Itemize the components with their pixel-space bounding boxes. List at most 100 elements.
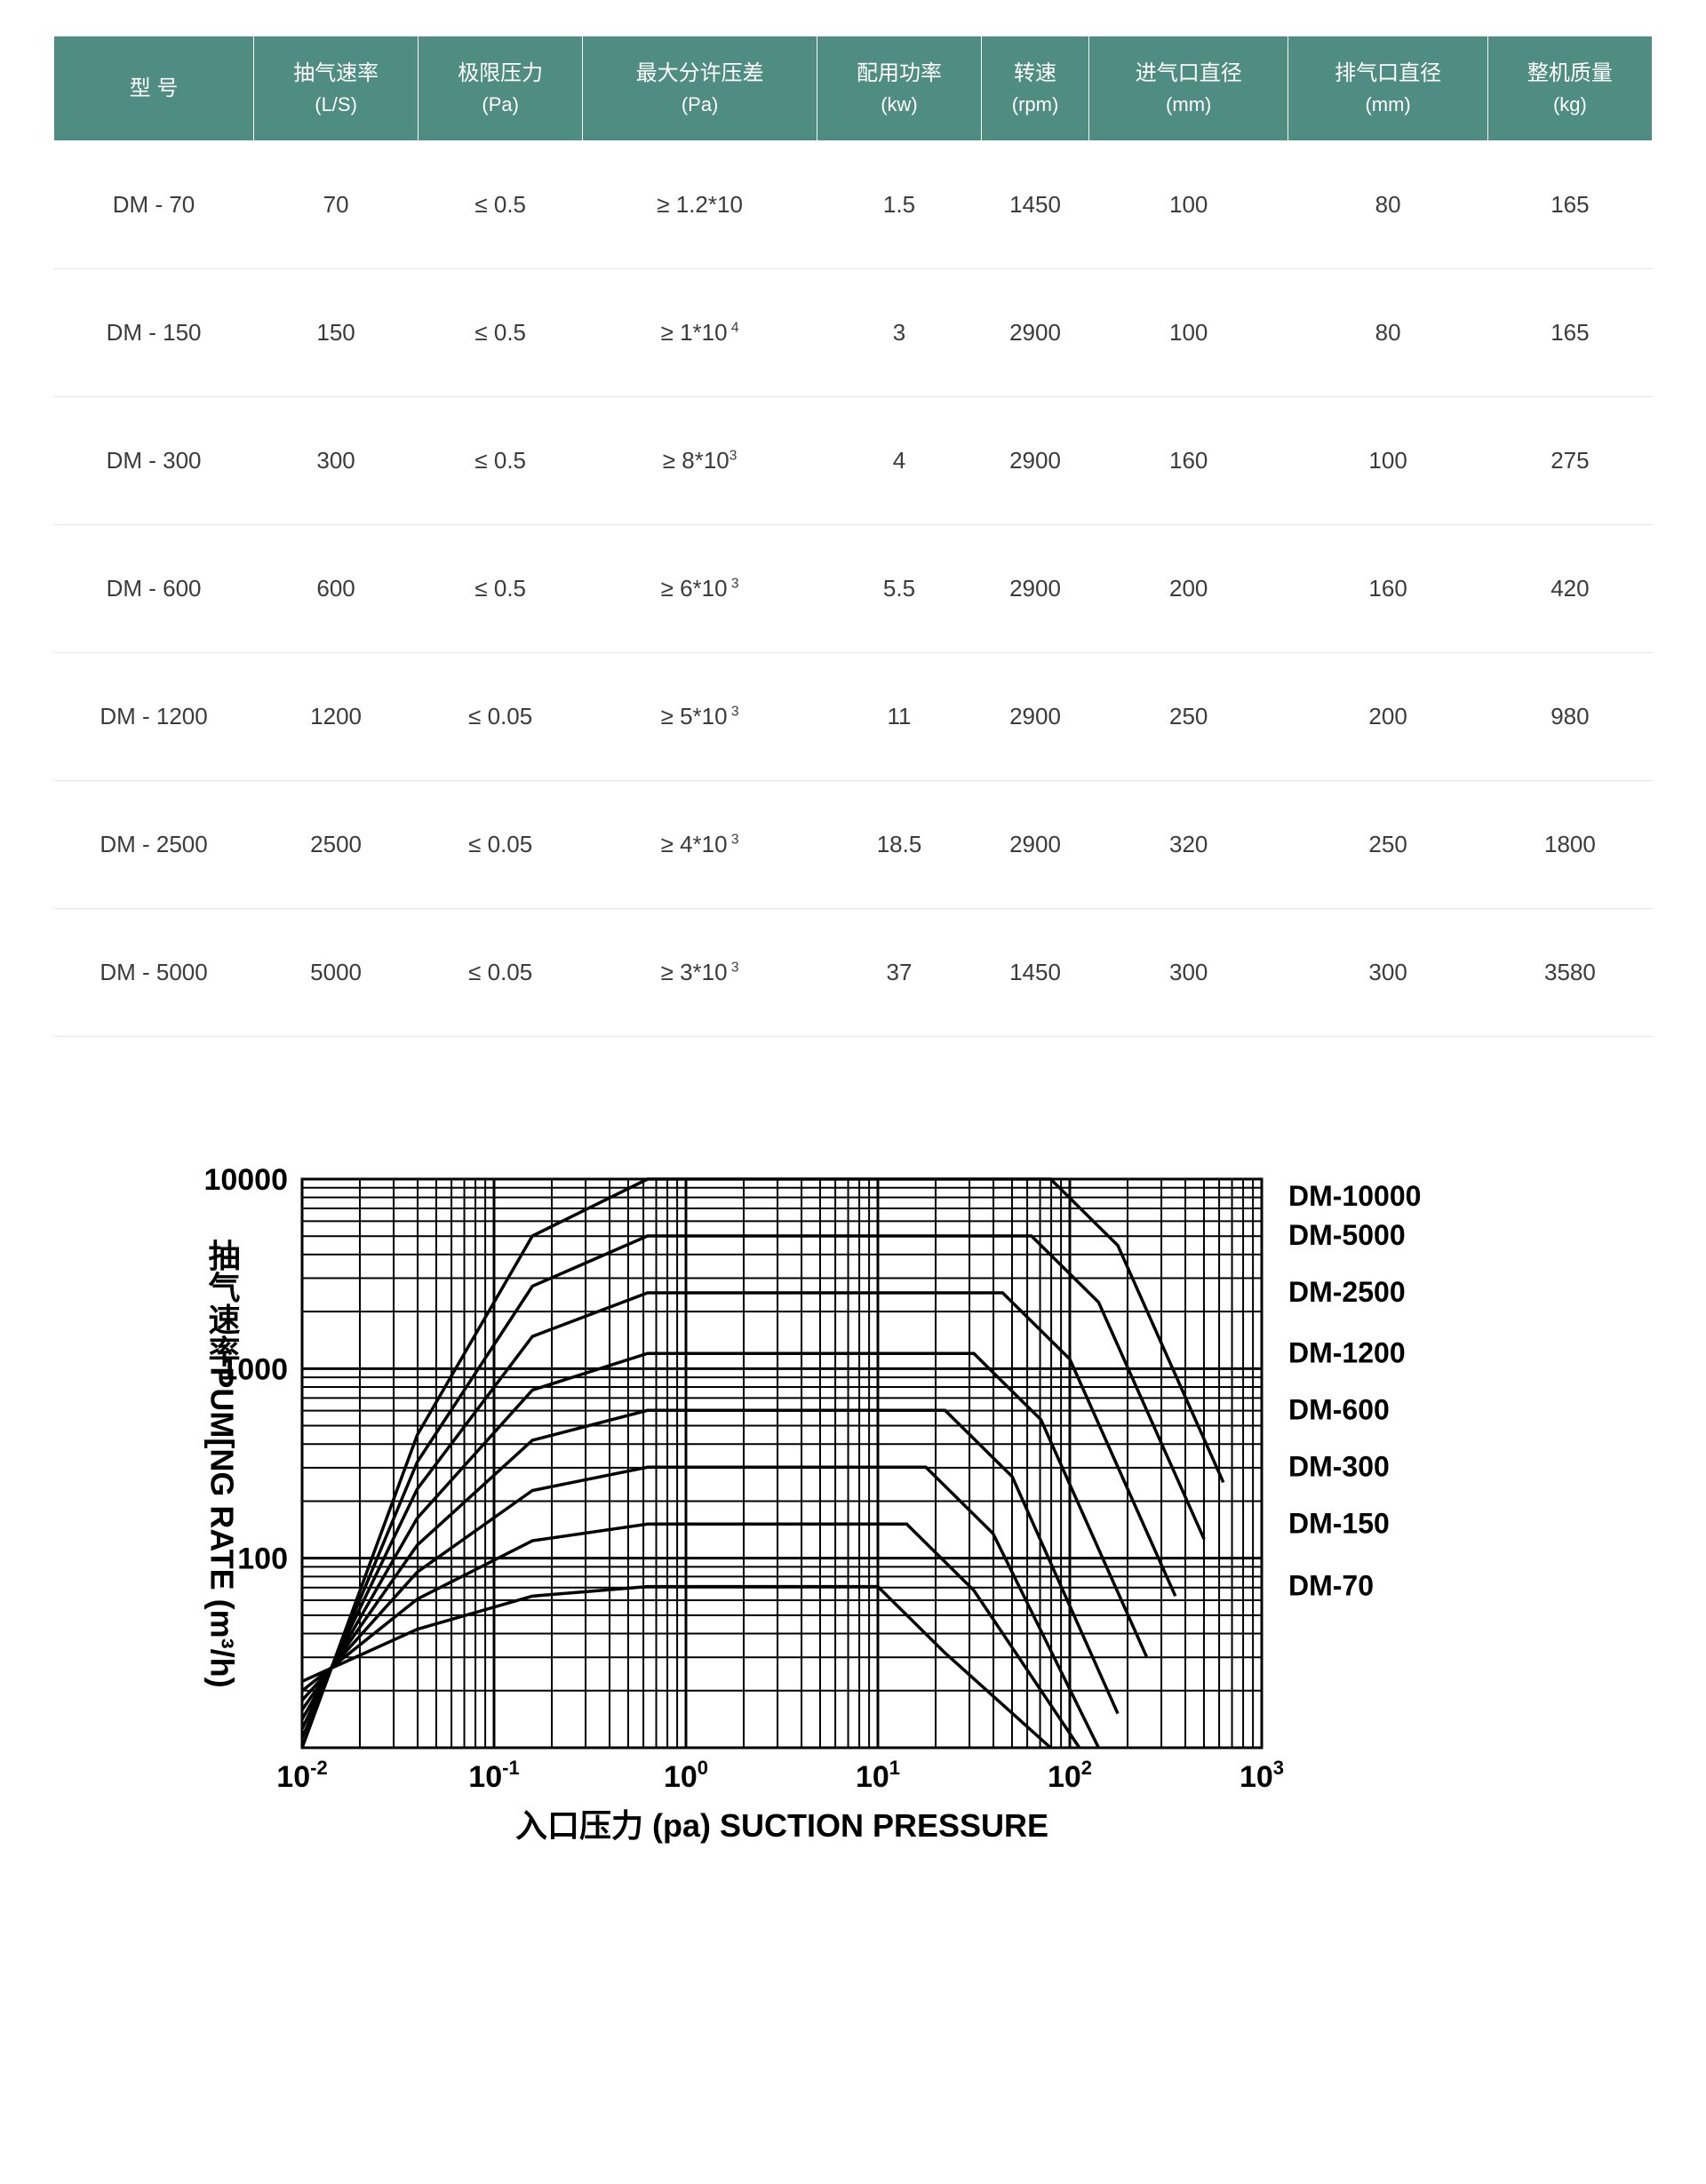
diff-base: ≥ 3*10	[661, 959, 728, 985]
cell-inlet: 320	[1089, 781, 1288, 909]
col-header-3: 最大分许压差 (Pa)	[583, 36, 817, 141]
cell-limit: ≤ 0.05	[419, 653, 583, 781]
col-label: 抽气速率	[293, 61, 379, 85]
legend-label: DM-600	[1288, 1393, 1390, 1425]
col-header-7: 排气口直径 (mm)	[1288, 36, 1487, 141]
col-label: 排气口直径	[1335, 61, 1441, 85]
table-row: DM - 12001200≤ 0.05≥ 5*10 31129002502009…	[54, 653, 1653, 781]
cell-limit: ≤ 0.05	[419, 909, 583, 1037]
col-header-8: 整机质量(kg)	[1487, 36, 1652, 141]
legend-label: DM-5000	[1288, 1219, 1406, 1251]
cell-power: 1.5	[817, 141, 981, 269]
cell-rate: 300	[254, 397, 419, 525]
x-axis-label: 入口压力 (pa) SUCTION PRESSURE	[515, 1807, 1048, 1844]
col-sublabel: (rpm)	[989, 90, 1081, 119]
cell-outlet: 200	[1288, 653, 1487, 781]
legend-label: DM-150	[1288, 1507, 1390, 1539]
cell-limit: ≤ 0.5	[419, 269, 583, 397]
cell-outlet: 160	[1288, 525, 1487, 653]
cell-inlet: 200	[1089, 525, 1288, 653]
pump-spec-table: 型 号抽气速率(L/S)极限压力(Pa)最大分许压差(Pa)配用功率(kw)转速…	[53, 36, 1653, 1037]
xtick-label: 100	[664, 1757, 708, 1794]
diff-base: ≥ 1*10	[661, 319, 728, 346]
cell-mass: 165	[1487, 141, 1652, 269]
ytick-label: 100	[237, 1542, 288, 1576]
cell-power: 18.5	[817, 781, 981, 909]
cell-diff: ≥ 5*10 3	[583, 653, 817, 781]
diff-base: ≥ 5*10	[661, 703, 728, 729]
cell-mass: 165	[1487, 269, 1652, 397]
col-label: 最大分许压差	[636, 61, 764, 85]
diff-sup: 3	[729, 448, 737, 463]
diff-base: ≥ 4*10	[661, 831, 728, 857]
cell-speed: 2900	[982, 653, 1089, 781]
col-header-0: 型 号	[54, 36, 254, 141]
table-row: DM - 25002500≤ 0.05≥ 4*10 318.5290032025…	[54, 781, 1653, 909]
cell-speed: 2900	[982, 781, 1089, 909]
col-header-2: 极限压力(Pa)	[419, 36, 583, 141]
cell-inlet: 300	[1089, 909, 1288, 1037]
diff-base: ≥ 6*10	[661, 575, 728, 602]
table-row: DM - 7070≤ 0.5≥ 1.2*101.5145010080165	[54, 141, 1653, 269]
chart-svg: 10-210-1100101102103100100010000抽气速率PUM[…	[142, 1144, 1564, 1943]
cell-rate: 2500	[254, 781, 419, 909]
cell-model: DM - 150	[54, 269, 254, 397]
cell-model: DM - 5000	[54, 909, 254, 1037]
col-sublabel: (mm)	[1096, 90, 1280, 119]
col-label: 极限压力	[458, 61, 543, 85]
cell-limit: ≤ 0.5	[419, 525, 583, 653]
pumping-rate-chart: 10-210-1100101102103100100010000抽气速率PUM[…	[142, 1144, 1564, 1943]
cell-inlet: 100	[1089, 269, 1288, 397]
cell-mass: 420	[1487, 525, 1652, 653]
cell-speed: 2900	[982, 525, 1089, 653]
y-axis-label: 抽气速率PUM[NG RATE (m³/h)	[204, 1239, 241, 1688]
legend-label: DM-300	[1288, 1450, 1390, 1482]
cell-model: DM - 1200	[54, 653, 254, 781]
col-sublabel: (mm)	[1295, 90, 1479, 119]
cell-diff: ≥ 6*10 3	[583, 525, 817, 653]
cell-model: DM - 70	[54, 141, 254, 269]
xtick-label: 101	[856, 1757, 900, 1794]
cell-inlet: 100	[1089, 141, 1288, 269]
cell-diff: ≥ 8*103	[583, 397, 817, 525]
cell-model: DM - 300	[54, 397, 254, 525]
cell-limit: ≤ 0.5	[419, 397, 583, 525]
cell-speed: 1450	[982, 909, 1089, 1037]
col-label: 整机质量	[1527, 61, 1613, 85]
cell-speed: 2900	[982, 269, 1089, 397]
legend-label: DM-1200	[1288, 1336, 1406, 1368]
table-row: DM - 600600≤ 0.5≥ 6*10 35.52900200160420	[54, 525, 1653, 653]
col-label: 型 号	[130, 76, 179, 100]
col-header-1: 抽气速率 (L/S)	[254, 36, 419, 141]
col-sublabel: (kw)	[825, 90, 974, 119]
cell-outlet: 300	[1288, 909, 1487, 1037]
cell-rate: 1200	[254, 653, 419, 781]
table-body: DM - 7070≤ 0.5≥ 1.2*101.5145010080165DM …	[54, 141, 1653, 1037]
cell-outlet: 80	[1288, 141, 1487, 269]
cell-model: DM - 600	[54, 525, 254, 653]
col-header-4: 配用功率 (kw)	[817, 36, 981, 141]
cell-limit: ≤ 0.5	[419, 141, 583, 269]
col-sublabel: (L/S)	[261, 90, 411, 119]
ytick-label: 10000	[203, 1163, 288, 1197]
cell-rate: 5000	[254, 909, 419, 1037]
diff-base: ≥ 8*10	[663, 447, 729, 474]
cell-diff: ≥ 1*10 4	[583, 269, 817, 397]
col-label: 进气口直径	[1136, 61, 1242, 85]
col-label: 配用功率	[857, 61, 942, 85]
cell-model: DM - 2500	[54, 781, 254, 909]
cell-outlet: 80	[1288, 269, 1487, 397]
cell-power: 5.5	[817, 525, 981, 653]
cell-diff: ≥ 1.2*10	[583, 141, 817, 269]
cell-power: 11	[817, 653, 981, 781]
diff-sup: 3	[728, 832, 739, 847]
cell-diff: ≥ 4*10 3	[583, 781, 817, 909]
cell-rate: 600	[254, 525, 419, 653]
diff-sup: 3	[728, 960, 739, 975]
cell-mass: 1800	[1487, 781, 1652, 909]
col-header-6: 进气口直径 (mm)	[1089, 36, 1288, 141]
cell-speed: 1450	[982, 141, 1089, 269]
cell-mass: 3580	[1487, 909, 1652, 1037]
col-sublabel: (Pa)	[590, 90, 809, 119]
cell-power: 4	[817, 397, 981, 525]
